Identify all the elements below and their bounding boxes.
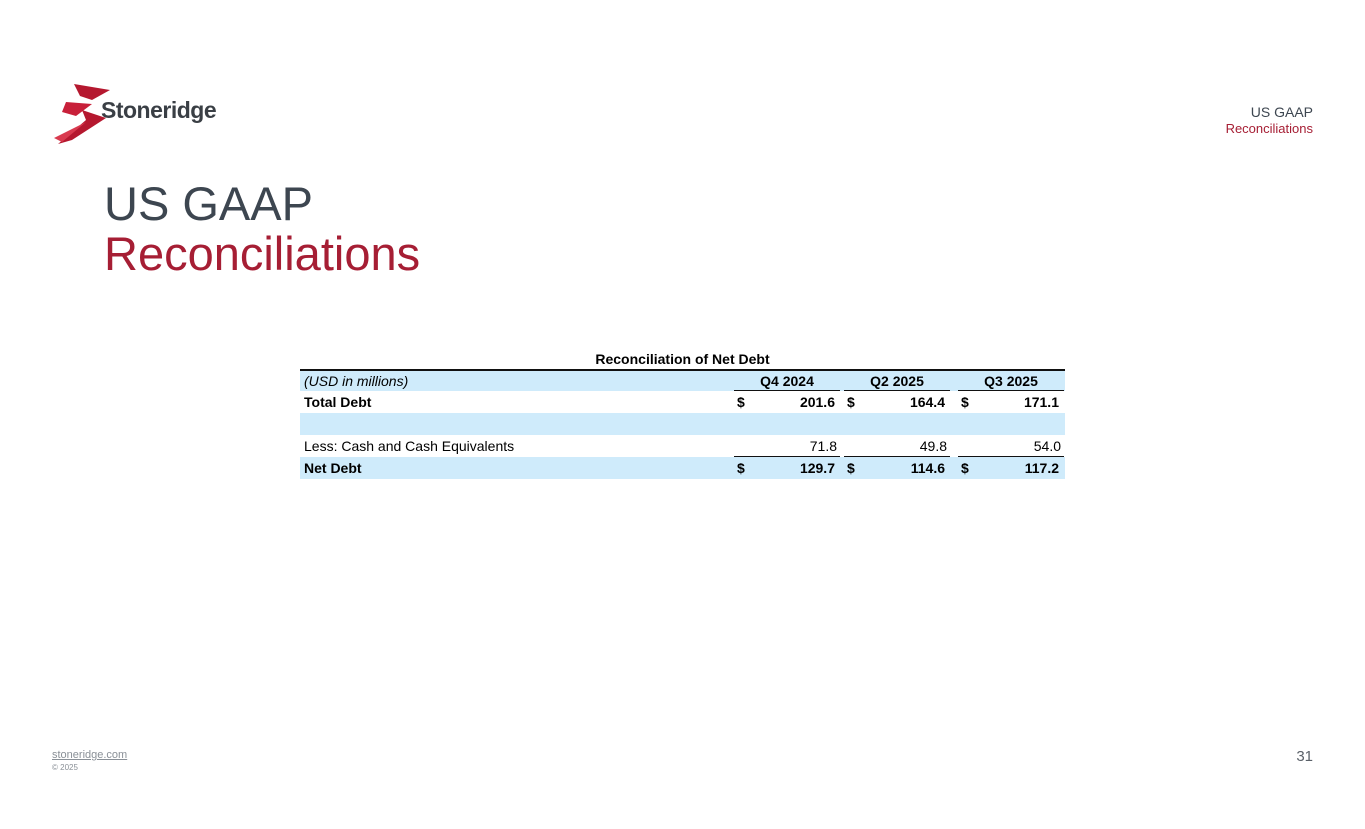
value-q2-2025: 114.6	[910, 460, 945, 476]
page-title-line2: Reconciliations	[104, 227, 421, 280]
table-row-net-debt: Net Debt $ 129.7 $ 114.6 $ 117.2	[300, 457, 1065, 479]
table-row-spacer	[300, 413, 1065, 435]
section-line2: Reconciliations	[1225, 121, 1313, 136]
section-indicator: US GAAP Reconciliations	[1226, 104, 1313, 137]
currency-symbol: $	[847, 394, 855, 410]
section-line1: US GAAP	[1250, 104, 1313, 120]
table-title: Reconciliation of Net Debt	[595, 351, 770, 367]
row-label: Net Debt	[304, 460, 362, 476]
table-row-total-debt: Total Debt $ 201.6 $ 164.4 $ 171.1	[300, 391, 1065, 413]
currency-symbol: $	[961, 460, 969, 476]
stoneridge-logo: Stoneridge	[52, 80, 217, 148]
units-label: (USD in millions)	[304, 373, 409, 389]
currency-symbol: $	[847, 460, 855, 476]
value-q2-2025: 49.8	[919, 438, 947, 454]
logo-wordmark: Stoneridge	[101, 97, 217, 123]
currency-symbol: $	[737, 394, 745, 410]
currency-symbol: $	[737, 460, 745, 476]
column-header-q2-2025: Q2 2025	[870, 373, 924, 389]
website-link[interactable]: stoneridge.com	[52, 749, 128, 761]
copyright: © 2025	[52, 763, 78, 772]
value-q2-2025: 164.4	[909, 394, 945, 410]
table-header-row: (USD in millions) Q4 2024 Q2 2025 Q3 202…	[300, 369, 1065, 391]
column-header-q4-2024: Q4 2024	[760, 373, 814, 389]
value-q3-2025: 171.1	[1023, 394, 1059, 410]
value-q3-2025: 54.0	[1033, 438, 1061, 454]
table-row-cash: Less: Cash and Cash Equivalents 71.8 49.…	[300, 435, 1065, 457]
row-label: Total Debt	[304, 394, 372, 410]
net-debt-table: Reconciliation of Net Debt (USD in milli…	[300, 350, 1065, 479]
currency-symbol: $	[961, 394, 969, 410]
value-q4-2024: 71.8	[809, 438, 837, 454]
value-q4-2024: 129.7	[799, 460, 835, 476]
value-q4-2024: 201.6	[799, 394, 835, 410]
page-title-line1: US GAAP	[104, 177, 313, 230]
page-title: US GAAP Reconciliations	[104, 178, 420, 278]
column-header-q3-2025: Q3 2025	[984, 373, 1038, 389]
stoneridge-swoosh-icon	[54, 84, 110, 144]
row-label: Less: Cash and Cash Equivalents	[304, 438, 515, 454]
page-number: 31	[1296, 748, 1313, 765]
value-q3-2025: 117.2	[1024, 460, 1059, 476]
